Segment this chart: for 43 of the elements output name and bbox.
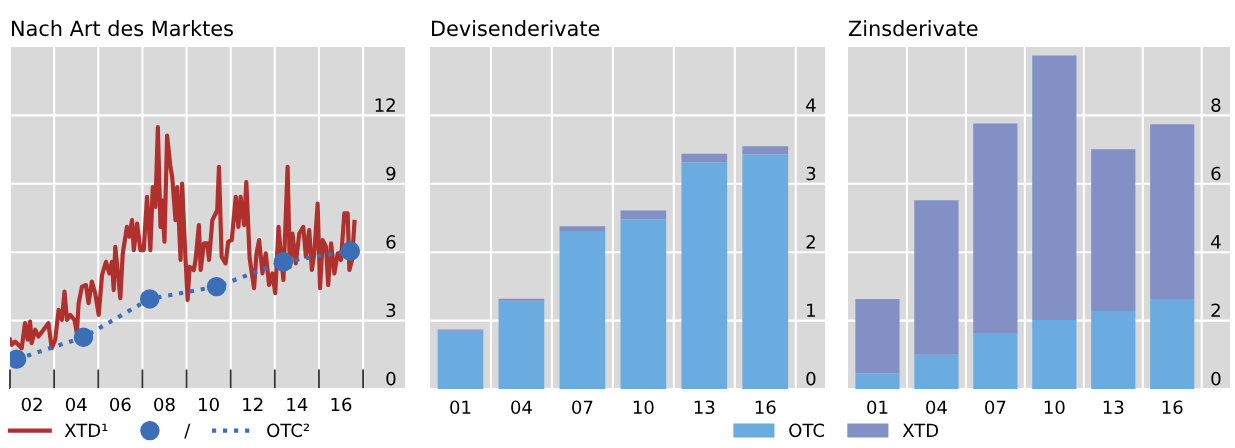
x-tick-label: 07 [985,400,1006,415]
text: / [184,423,191,439]
x-tick-label: 06 [110,397,131,412]
y-tick-label: 3 [806,166,816,181]
x-tick-label: 07 [572,400,593,415]
x-tick-label: 04 [65,397,87,412]
y-tick-label: 2 [806,235,815,249]
x-tick-label: 04 [926,400,947,415]
chart-title: Devisenderivate [432,20,600,37]
y-tick-label: 9 [386,166,396,181]
x-tick-label: 13 [1103,400,1124,415]
y-tick-label: 3 [386,303,396,318]
x-tick-label: 10 [1044,400,1065,415]
x-tick-label: 16 [331,397,352,412]
x-tick-label: 16 [755,400,776,415]
legend-label: OTC [789,423,825,438]
x-tick-label: 16 [1162,400,1183,415]
y-tick-label: 2 [1211,303,1220,317]
x-tick-label: 12 [243,397,263,412]
x-tick-label: 14 [287,397,308,412]
x-tick-label: 02 [21,397,42,412]
x-tick-label: 04 [511,400,532,415]
x-tick-label: 01 [867,400,888,415]
y-tick-label: 6 [386,235,396,249]
x-tick-label: 10 [199,397,219,412]
y-tick-label: 4 [806,98,816,112]
y-tick-label: 8 [1211,98,1221,112]
x-tick-label: 10 [633,400,654,415]
legend-label: OTC² [267,423,310,438]
y-tick-label: 6 [1211,166,1221,181]
y-tick-label: 0 [1211,371,1221,386]
y-tick-label: 1 [807,303,815,317]
y-tick-label: 0 [806,371,816,386]
y-tick-label: 4 [1211,235,1221,249]
y-tick-label: 0 [386,371,396,386]
chart-title: Zinsderivate [848,20,978,37]
chart-title: Nach Art des Marktes [12,20,233,37]
x-tick-label: 13 [694,400,715,415]
legend-label: XTD¹ [64,423,108,437]
x-tick-label: 08 [154,397,175,412]
text: XTD [902,423,939,437]
y-tick-label: 12 [375,98,395,112]
x-tick-label: 01 [450,400,471,415]
